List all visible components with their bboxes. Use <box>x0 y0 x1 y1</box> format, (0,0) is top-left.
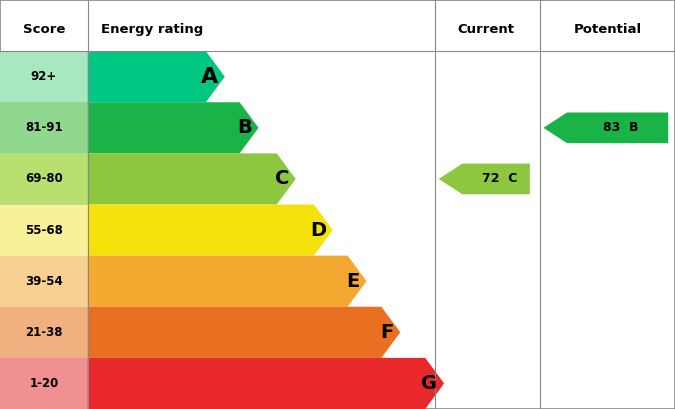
Polygon shape <box>88 256 367 307</box>
Polygon shape <box>543 112 668 143</box>
Text: 72  C: 72 C <box>482 173 517 185</box>
Text: 1-20: 1-20 <box>29 377 59 390</box>
Text: Energy rating: Energy rating <box>101 23 203 36</box>
Text: E: E <box>346 272 360 291</box>
Text: 69-80: 69-80 <box>25 173 63 185</box>
Polygon shape <box>88 51 225 102</box>
Text: B: B <box>237 118 252 137</box>
Bar <box>0 102 88 153</box>
Text: Current: Current <box>458 23 514 36</box>
Bar <box>0 358 88 409</box>
Polygon shape <box>88 307 400 358</box>
Bar <box>0 256 88 307</box>
Bar <box>0 307 88 358</box>
Text: 92+: 92+ <box>31 70 57 83</box>
Polygon shape <box>88 153 296 204</box>
Text: 21-38: 21-38 <box>25 326 63 339</box>
Text: A: A <box>200 67 218 87</box>
Text: D: D <box>310 220 326 240</box>
Text: 55-68: 55-68 <box>25 224 63 236</box>
Bar <box>0 51 88 102</box>
Polygon shape <box>439 164 530 194</box>
Polygon shape <box>88 102 259 153</box>
Text: Potential: Potential <box>574 23 641 36</box>
Polygon shape <box>88 204 333 256</box>
Bar <box>0 204 88 256</box>
Bar <box>0 153 88 204</box>
Text: 39-54: 39-54 <box>25 275 63 288</box>
Text: C: C <box>275 169 289 189</box>
Text: F: F <box>380 323 394 342</box>
Polygon shape <box>88 358 444 409</box>
Text: G: G <box>421 374 437 393</box>
Text: 83  B: 83 B <box>603 121 639 134</box>
Text: 81-91: 81-91 <box>25 121 63 134</box>
Text: Score: Score <box>23 23 65 36</box>
